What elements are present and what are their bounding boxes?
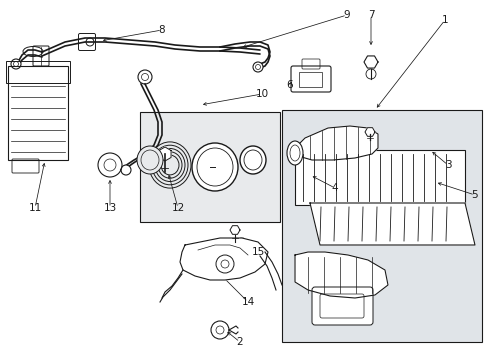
Text: 8: 8 xyxy=(159,25,165,35)
Polygon shape xyxy=(364,128,374,136)
Bar xyxy=(294,150,464,205)
Polygon shape xyxy=(180,238,267,280)
Circle shape xyxy=(121,165,131,175)
Polygon shape xyxy=(363,56,377,68)
Bar xyxy=(140,112,280,222)
Ellipse shape xyxy=(137,146,163,174)
Bar xyxy=(8,67,67,160)
Text: 7: 7 xyxy=(367,10,373,20)
Polygon shape xyxy=(294,252,387,298)
Bar xyxy=(282,110,481,342)
Text: 14: 14 xyxy=(241,297,254,307)
Ellipse shape xyxy=(240,146,265,174)
Text: 6: 6 xyxy=(286,80,293,90)
Text: 10: 10 xyxy=(255,89,268,99)
Text: 3: 3 xyxy=(444,160,450,170)
Circle shape xyxy=(11,59,21,69)
Text: 2: 2 xyxy=(236,337,243,347)
Text: 13: 13 xyxy=(103,203,116,213)
Ellipse shape xyxy=(192,143,238,191)
Text: 4: 4 xyxy=(331,183,338,193)
Text: 9: 9 xyxy=(343,10,349,20)
Text: 12: 12 xyxy=(171,203,184,213)
Polygon shape xyxy=(159,147,171,161)
Polygon shape xyxy=(309,203,474,245)
Text: 5: 5 xyxy=(471,190,477,200)
FancyBboxPatch shape xyxy=(311,287,372,325)
Polygon shape xyxy=(229,226,240,234)
Circle shape xyxy=(252,62,263,72)
Text: 15: 15 xyxy=(251,247,264,257)
Ellipse shape xyxy=(286,141,303,165)
Text: 1: 1 xyxy=(441,15,447,25)
Text: 11: 11 xyxy=(28,203,41,213)
Polygon shape xyxy=(294,126,377,160)
